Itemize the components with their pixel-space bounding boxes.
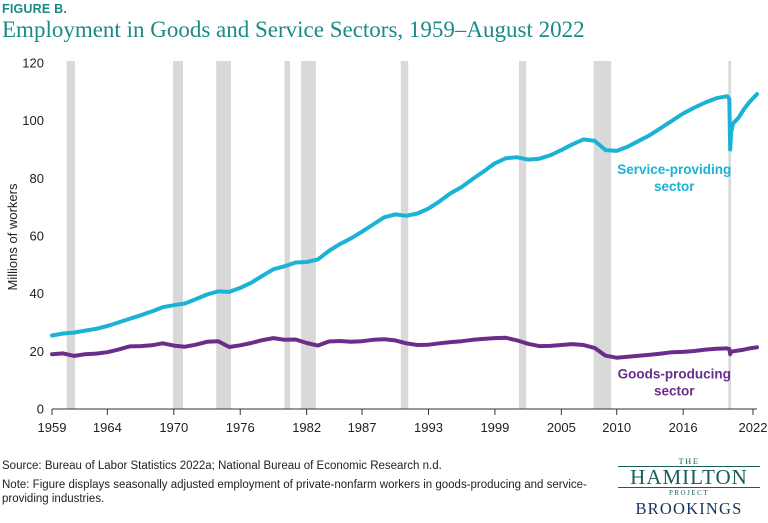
hamilton-brookings-logo: THE HAMILTON PROJECT BROOKINGS	[612, 456, 766, 519]
x-axis: 1959 1964 1970 1976 1982 1987 1993 1999 2005 2010…	[38, 408, 768, 435]
logo-the: THE	[678, 456, 700, 466]
x-tick-label: 1982	[292, 420, 321, 435]
recession-band-0	[66, 61, 76, 409]
logo-project: PROJECT	[668, 489, 710, 497]
series-lines	[50, 92, 759, 360]
recession-band-8	[728, 61, 732, 409]
series-line-0	[50, 92, 759, 338]
y-tick-label: 60	[30, 229, 44, 244]
logo-hamilton: HAMILTON	[618, 466, 760, 488]
y-tick-label: 80	[30, 171, 44, 186]
y-tick-label: 120	[22, 56, 44, 71]
figure-label: FIGURE B.	[2, 2, 67, 16]
recession-band-2	[216, 61, 232, 409]
recession-bands	[66, 61, 732, 409]
series-line-1	[50, 335, 759, 360]
x-tick-label: 2016	[669, 420, 698, 435]
x-tick-label: 2010	[602, 420, 631, 435]
series-label-1: Goods-producing	[618, 367, 731, 382]
recession-band-3	[284, 61, 291, 409]
x-tick-label: 1993	[414, 420, 443, 435]
y-tick-label: 0	[37, 402, 44, 417]
y-tick-label: 40	[30, 286, 44, 301]
logo-brookings: BROOKINGS	[635, 499, 743, 518]
recession-band-5	[400, 61, 409, 409]
x-tick-label: 1959	[38, 420, 67, 435]
x-tick-label: 1987	[348, 420, 377, 435]
x-tick-label: 1970	[159, 420, 188, 435]
recession-band-6	[518, 61, 527, 409]
x-tick-label: 1999	[480, 420, 509, 435]
recession-band-7	[593, 61, 612, 409]
line-chart: 0 20 40 60 80 100 120 1959 1964 1970 1976 1982 1987…	[5, 56, 768, 436]
y-tick-label: 20	[30, 344, 44, 359]
y-axis-label: Millions of workers	[5, 183, 20, 290]
series-label-0: Service-providing	[617, 162, 731, 177]
series-labels: Service-providing sector Goods-producing se…	[617, 162, 731, 399]
figure-title: Employment in Goods and Service Sectors,…	[2, 17, 585, 42]
recession-band-1	[172, 61, 183, 409]
series-label-1: sector	[654, 384, 695, 399]
series-label-0: sector	[654, 179, 695, 194]
x-tick-label: 1976	[226, 420, 255, 435]
source-note: Source: Bureau of Labor Statistics 2022a…	[2, 460, 442, 472]
recession-band-4	[301, 61, 316, 409]
x-tick-label: 1964	[93, 420, 122, 435]
y-tick-label: 100	[22, 113, 44, 128]
y-axis: 0 20 40 60 80 100 120	[22, 56, 44, 417]
x-tick-label: 2022	[739, 420, 768, 435]
x-tick-label: 2005	[547, 420, 576, 435]
figure-note: Note: Figure displays seasonally adjuste…	[2, 479, 587, 505]
